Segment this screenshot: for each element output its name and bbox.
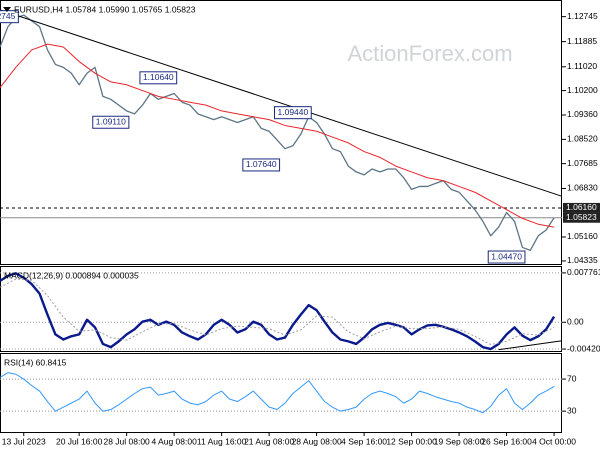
annotation-label: 1.09110 <box>96 117 126 127</box>
series-line <box>0 372 555 414</box>
panel-frame <box>0 266 562 352</box>
annotation-label: 1.10640 <box>143 72 174 82</box>
panel-title: MACD(12,26,9) 0.000894 0.000035 <box>4 270 139 280</box>
y-tick-label: 1.09360 <box>567 109 598 119</box>
y-tick-label: 30 <box>567 405 577 415</box>
x-tick-label: 20 Jul 16:00 <box>56 436 103 446</box>
symbol-icon <box>3 7 11 12</box>
series-line <box>0 14 555 251</box>
y-tick-label: 1.11020 <box>567 61 597 71</box>
series-line <box>0 9 563 197</box>
panel-frame <box>0 0 562 265</box>
y-tick-label: 1.06830 <box>567 183 598 193</box>
x-tick-label: 28 Aug 08:00 <box>292 436 342 446</box>
x-tick-label: 4 Aug 08:00 <box>151 436 197 446</box>
y-tick-label: 0.00 <box>567 317 584 327</box>
x-tick-label: 11 Aug 16:00 <box>197 436 247 446</box>
price-level-box <box>563 202 600 213</box>
annotation-box <box>242 158 281 172</box>
annotation-label: 1.12745 <box>0 11 16 21</box>
panel-frame <box>0 353 562 433</box>
price-level-label: 1.06160 <box>566 202 597 212</box>
y-tick-label: 0.007761 <box>567 267 600 277</box>
annotation-box <box>274 106 312 120</box>
panel-title: RSI(14) 60.8415 <box>4 357 67 367</box>
y-tick-label: 70 <box>567 373 577 383</box>
y-tick-label: 1.08520 <box>567 134 598 144</box>
y-tick-label: 1.04335 <box>567 255 598 265</box>
y-tick-label: 1.07685 <box>567 158 598 168</box>
y-tick-label: 1.10200 <box>567 85 598 95</box>
panel-title: EURUSD,H4 1.05784 1.05990 1.05765 1.0582… <box>14 4 196 14</box>
series-line <box>0 43 555 228</box>
annotation-box <box>139 71 178 85</box>
x-tick-label: 28 Jul 08:00 <box>103 436 150 446</box>
x-tick-label: 13 Jul 2023 <box>2 436 46 446</box>
annotation-label: 1.09440 <box>278 107 309 117</box>
series-line <box>0 272 556 351</box>
y-tick-label: 1.11885 <box>567 36 597 46</box>
x-tick-label: 4 Oct 00:00 <box>532 436 576 446</box>
annotation-label: 1.04470 <box>491 251 522 261</box>
annotation-box <box>92 115 130 129</box>
y-tick-label: 1.12745 <box>567 11 598 21</box>
annotation-label: 1.07640 <box>246 159 277 169</box>
x-tick-label: 12 Sep 00:00 <box>386 436 437 446</box>
annotation-box <box>487 250 526 264</box>
x-tick-label: 21 Aug 08:00 <box>244 436 294 446</box>
price-level-box <box>563 212 600 223</box>
y-tick-label: -0.004205 <box>567 343 600 353</box>
x-tick-label: 26 Sep 16:00 <box>481 436 532 446</box>
x-tick-label: 19 Sep 08:00 <box>434 436 485 446</box>
watermark: ActionForex.com <box>347 41 512 66</box>
series-line <box>498 340 563 351</box>
price-level-label: 1.05823 <box>566 212 597 222</box>
x-tick-label: 4 Sep 16:00 <box>341 436 387 446</box>
y-tick-label: 1.05160 <box>567 231 598 241</box>
annotation-box <box>0 10 19 24</box>
series-line <box>0 278 555 346</box>
